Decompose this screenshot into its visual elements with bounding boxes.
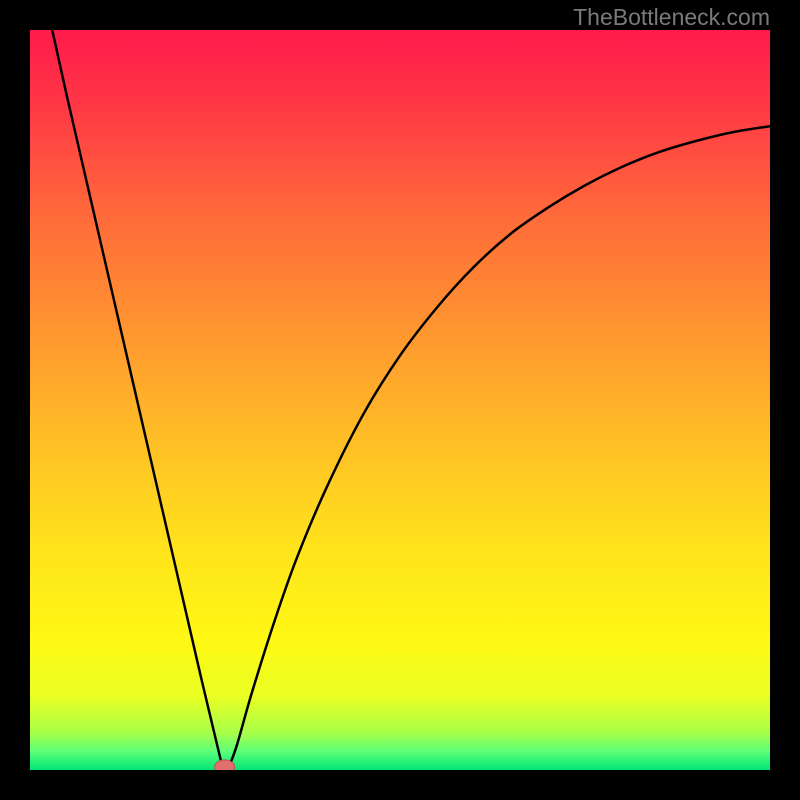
watermark-text: TheBottleneck.com: [573, 4, 770, 31]
chart-container: TheBottleneck.com: [0, 0, 800, 800]
curve-layer: [30, 30, 770, 770]
plot-area: [30, 30, 770, 770]
optimum-marker: [215, 760, 235, 770]
bottleneck-curve: [52, 30, 770, 767]
